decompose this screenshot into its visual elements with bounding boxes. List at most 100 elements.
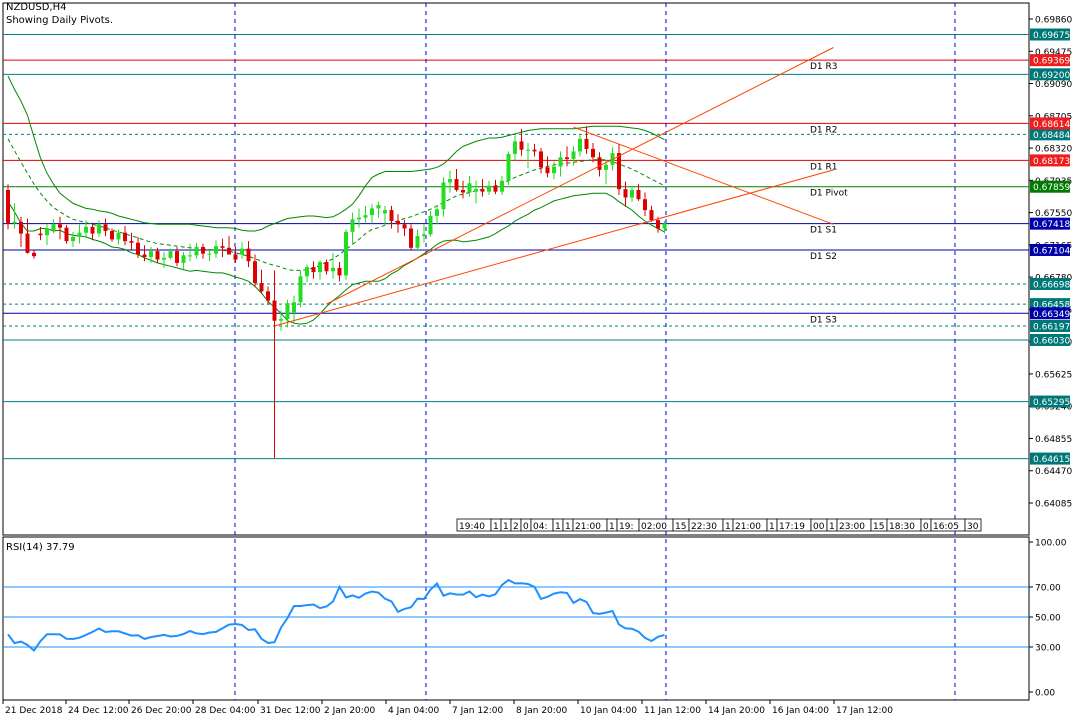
time-box-label: 1 <box>829 522 835 532</box>
candle-body <box>188 255 192 257</box>
candle-body <box>337 267 342 276</box>
candle-body <box>116 232 121 240</box>
price-tag: 0.64615 <box>1030 452 1070 465</box>
rsi-panel <box>3 578 1029 652</box>
candle <box>123 226 127 246</box>
time-box: 1 <box>722 518 734 532</box>
time-box: 0 <box>520 518 532 532</box>
candle-body <box>162 257 166 260</box>
candle-body <box>214 246 218 254</box>
candle-body <box>597 157 602 170</box>
candle-body <box>298 276 303 303</box>
candle <box>90 222 95 241</box>
time-axis: 21 Dec 2018 24 Dec 12:00 26 Dec 20:00 28 De… <box>2 700 893 716</box>
candle <box>129 232 134 250</box>
time-box: 22:30 <box>688 518 724 532</box>
indicator-note: Showing Daily Pivots. <box>6 15 114 26</box>
candle-body <box>396 220 400 225</box>
candle-body <box>292 302 296 313</box>
candle-body <box>591 148 595 158</box>
price-tag-label: 0.66349 <box>1033 310 1070 320</box>
candle-body <box>6 189 10 224</box>
candle-body <box>90 226 95 234</box>
price-axis-label: 0.65625 <box>1035 370 1072 380</box>
candle <box>149 246 153 263</box>
time-box: 17:19 <box>776 518 812 532</box>
candle <box>584 126 589 154</box>
candle-body <box>266 291 270 301</box>
time-box: 1 <box>606 518 618 532</box>
time-box: 1 <box>500 518 512 532</box>
candle <box>142 245 147 262</box>
time-box-label: 0 <box>923 522 929 532</box>
candle-body <box>604 164 608 170</box>
candle <box>58 216 62 240</box>
candle-body <box>64 227 69 242</box>
candle-body <box>97 224 101 234</box>
candle-body <box>422 234 426 237</box>
candle <box>188 243 192 262</box>
candle-body <box>240 248 244 255</box>
candle <box>64 225 69 244</box>
candle <box>597 152 602 177</box>
trend-line[interactable] <box>274 169 834 327</box>
candle-body <box>643 199 647 211</box>
time-box: 21:00 <box>732 518 768 532</box>
candlestick-series <box>6 126 667 459</box>
candle-body <box>539 151 543 168</box>
time-box: 15 <box>870 518 888 532</box>
candle <box>578 133 582 157</box>
candle-body <box>149 251 153 258</box>
candle <box>292 295 296 325</box>
symbol-label: NZDUSD,H4 <box>6 2 67 13</box>
candle <box>318 260 322 280</box>
candle <box>32 250 36 259</box>
pivot-label: D1 S3 <box>810 315 837 325</box>
candle <box>474 180 478 204</box>
trend-line[interactable] <box>573 126 834 225</box>
candle <box>623 181 628 207</box>
candle <box>389 205 394 229</box>
trend-lines[interactable] <box>274 47 834 327</box>
candle-body <box>357 217 361 220</box>
candle-body <box>383 210 387 214</box>
time-box: 18:30 <box>886 518 922 532</box>
time-box-label: 17:19 <box>779 522 805 532</box>
candle <box>545 156 550 178</box>
time-box-label: 04: <box>533 522 547 532</box>
candle <box>155 247 160 263</box>
candle-body <box>305 267 309 277</box>
time-box: 21:00 <box>572 518 608 532</box>
candle <box>116 229 121 245</box>
candle <box>19 216 23 247</box>
pivot-levels: D1 R3 D1 R2 D1 R1 D1 Pivot D1 S1 D1 S2 D1 S3 <box>3 34 1029 460</box>
price-tag: 0.68173 <box>1030 154 1070 167</box>
candle-body <box>526 149 530 151</box>
rsi-header: RSI(14) 37.79 <box>6 542 75 553</box>
candle-body <box>279 319 283 321</box>
rsi-axis-label: 100.00 <box>1035 539 1067 549</box>
candle-body <box>227 247 231 255</box>
price-axis-label: 0.64470 <box>1035 467 1072 477</box>
candle-body <box>25 233 30 253</box>
candle-body <box>175 251 179 263</box>
candle <box>110 228 114 242</box>
trend-line[interactable] <box>326 47 834 305</box>
price-tag: 0.66030 <box>1030 333 1070 346</box>
candle-body <box>467 183 472 193</box>
candle <box>357 208 361 228</box>
time-box-label: 22:30 <box>691 522 717 532</box>
candle <box>526 143 530 169</box>
candle-body <box>409 228 413 248</box>
time-axis-label: 28 Dec 04:00 <box>195 706 256 716</box>
candle <box>279 310 283 331</box>
price-tag: 0.68484 <box>1030 128 1070 141</box>
time-box-label: 1 <box>565 522 571 532</box>
candle <box>220 238 225 258</box>
price-tag-label: 0.67859 <box>1033 183 1070 193</box>
candle <box>617 143 621 195</box>
price-axis-label: 0.68320 <box>1035 145 1072 155</box>
time-box-label: 15 <box>873 522 884 532</box>
price-tag-bg <box>1030 298 1070 311</box>
